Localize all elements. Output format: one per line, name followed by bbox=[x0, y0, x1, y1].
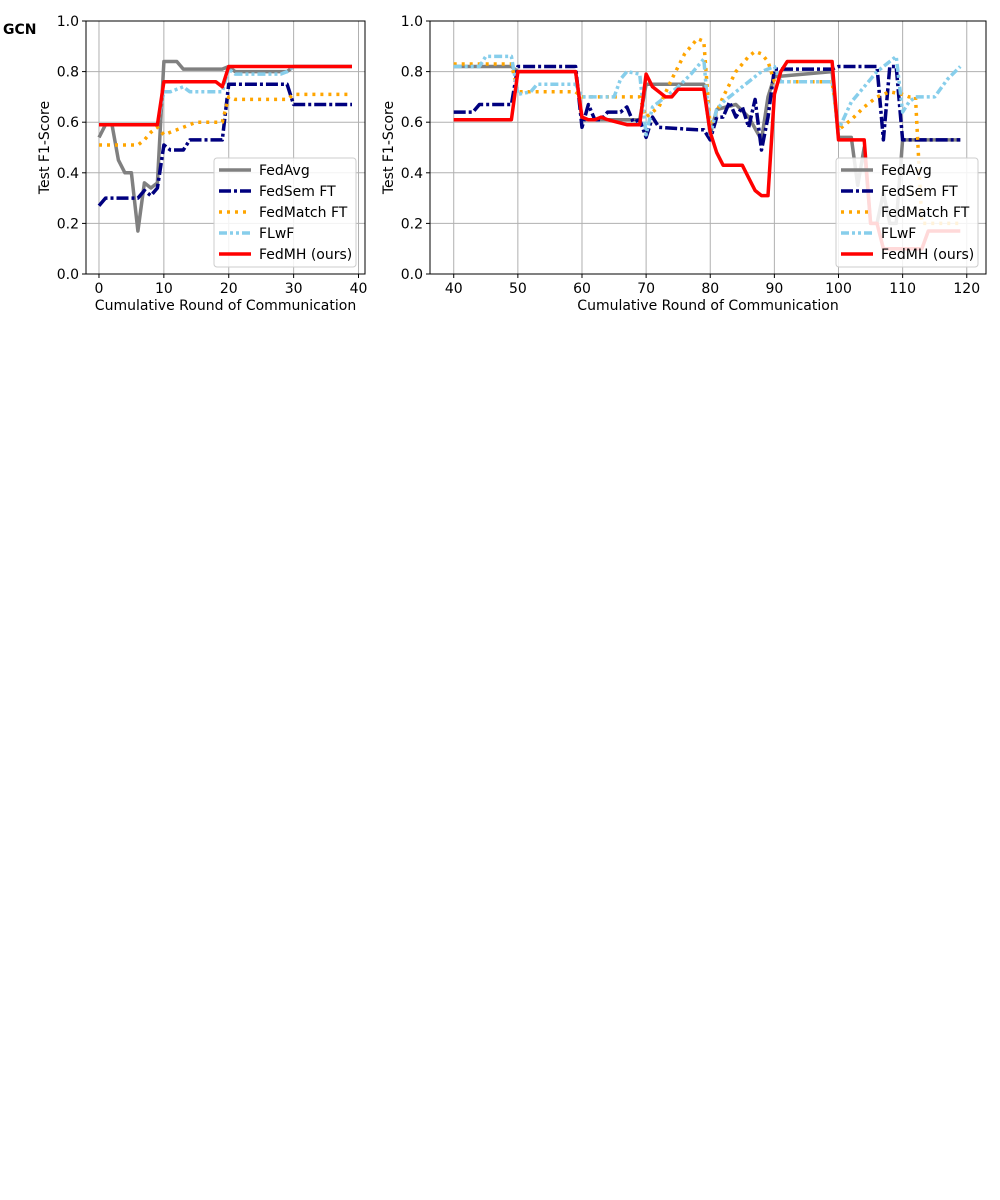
y-tick-label: 1.0 bbox=[57, 14, 79, 30]
y-tick-label: 0.6 bbox=[401, 115, 423, 131]
x-tick-label: 20 bbox=[220, 281, 238, 297]
series-line-fedsem-ft bbox=[453, 64, 961, 152]
y-tick-label: 0.2 bbox=[57, 216, 79, 232]
legend-label-fedavg: FedAvg bbox=[881, 163, 932, 179]
y-tick-label: 1.0 bbox=[401, 14, 423, 30]
x-tick-label: 40 bbox=[350, 281, 368, 297]
legend-box bbox=[835, 157, 979, 268]
x-tick-label: 0 bbox=[95, 281, 104, 297]
chart-left: 0 10 20 30 40 0.0 0.2 0.4 0.6 0.8 1.0 Cumulative Ro… bbox=[37, 14, 367, 314]
legend-label-fedsem-ft: FedSem FT bbox=[881, 184, 958, 200]
y-tick-label: 0.6 bbox=[57, 115, 79, 131]
legend-label-fedmatch-ft: FedMatch FT bbox=[881, 205, 970, 221]
x-tick-label: 10 bbox=[155, 281, 173, 297]
y-tick-label: 0.8 bbox=[401, 65, 423, 81]
x-tick-label: 100 bbox=[825, 281, 852, 297]
x-tick-label: 50 bbox=[509, 281, 527, 297]
x-axis-label: Cumulative Round of Communication bbox=[577, 298, 838, 314]
y-tick-label: 0.4 bbox=[401, 166, 423, 182]
chart-right: 40 50 60 70 80 90 100 110 120 0.0 0.2 0.4 0.6 0.8 1.0 C… bbox=[381, 14, 987, 314]
y-tick-label: 0.8 bbox=[57, 65, 79, 81]
y-tick-label: 0.0 bbox=[401, 267, 423, 283]
y-axis-label: Test F1-Score bbox=[37, 101, 53, 195]
legend: FedAvg FedSem FT FedMatch FT FLwF FedMH (our… bbox=[835, 157, 979, 268]
x-tick-label: 120 bbox=[953, 281, 980, 297]
y-axis-label: Test F1-Score bbox=[381, 101, 397, 195]
legend-label-flwf: FLwF bbox=[259, 226, 294, 242]
x-tick-label: 70 bbox=[637, 281, 655, 297]
x-axis-label: Cumulative Round of Communication bbox=[95, 298, 356, 314]
x-tick-label: 60 bbox=[573, 281, 591, 297]
plot-frame bbox=[85, 20, 366, 275]
x-tick-label: 110 bbox=[889, 281, 916, 297]
series-line-fedmh-ours bbox=[99, 64, 352, 127]
x-tick-label: 80 bbox=[701, 281, 719, 297]
x-tick-label: 30 bbox=[285, 281, 303, 297]
legend-label-flwf: FLwF bbox=[881, 226, 916, 242]
y-tick-label: 0.2 bbox=[401, 216, 423, 232]
legend-label-fedmh-ours: FedMH (ours) bbox=[881, 247, 974, 263]
legend: FedAvg FedSem FT FedMatch FT FLwF FedMH (our… bbox=[213, 157, 357, 268]
x-tick-label: 40 bbox=[445, 281, 463, 297]
legend-label-fedmatch-ft: FedMatch FT bbox=[259, 205, 348, 221]
legend-label-fedmh-ours: FedMH (ours) bbox=[259, 247, 352, 263]
panel-label: GCN bbox=[3, 22, 36, 38]
x-tick-label: 90 bbox=[765, 281, 783, 297]
series-line-fedsem-ft bbox=[97, 82, 352, 207]
y-tick-label: 0.4 bbox=[57, 166, 79, 182]
plot-frame bbox=[429, 20, 987, 275]
legend-label-fedavg: FedAvg bbox=[259, 163, 310, 179]
legend-box bbox=[213, 157, 357, 268]
y-tick-label: 0.0 bbox=[57, 267, 79, 283]
legend-label-fedsem-ft: FedSem FT bbox=[259, 184, 336, 200]
